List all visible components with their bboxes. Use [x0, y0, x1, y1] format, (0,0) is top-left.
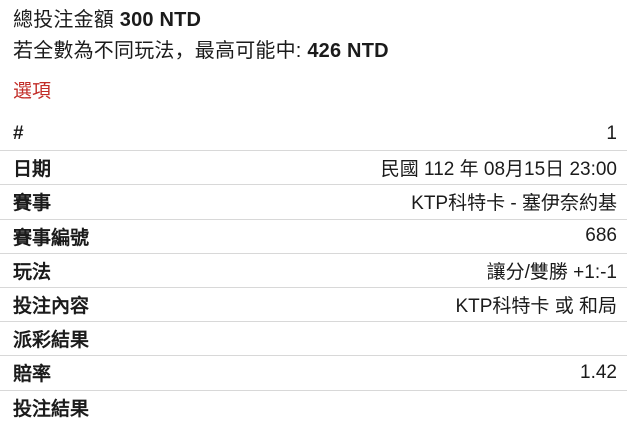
- options-section-title: 選項: [13, 81, 52, 102]
- row-play-type-value: 讓分/雙勝 +1:-1: [486, 261, 617, 283]
- total-bet-line: 總投注金額 300 NTD: [13, 9, 624, 31]
- row-odds-label: 賠率: [13, 364, 52, 386]
- row-bet-result-label: 投注結果: [13, 398, 90, 420]
- detail-row-odds: 賠率 1.42: [0, 356, 627, 391]
- bet-summary-header: 總投注金額 300 NTD 若全數為不同玩法，最高可能中: 426 NTD: [0, 0, 640, 62]
- max-win-label: 若全數為不同玩法，最高可能中:: [13, 40, 302, 62]
- detail-row-bet-result: 投注結果: [0, 391, 627, 424]
- row-date-label: 日期: [13, 159, 52, 181]
- total-bet-label: 總投注金額: [13, 9, 114, 31]
- row-match-value: KTP科特卡 - 塞伊奈約基: [411, 193, 617, 215]
- row-odds-value: 1.42: [580, 361, 617, 383]
- detail-row-payout-result: 派彩結果: [0, 322, 627, 357]
- row-match-label: 賽事: [13, 193, 52, 215]
- row-bet-content-value: KTP科特卡 或 和局: [455, 296, 617, 318]
- total-bet-value: 300 NTD: [119, 9, 202, 31]
- max-win-value: 426 NTD: [307, 40, 389, 62]
- row-match-id-value: 686: [585, 225, 617, 247]
- detail-row-play-type: 玩法 讓分/雙勝 +1:-1: [0, 254, 627, 288]
- row-play-type-label: 玩法: [13, 261, 52, 283]
- detail-row-number: # 1: [0, 117, 627, 152]
- detail-row-date: 日期 民國 112 年 08月15日 23:00: [0, 151, 627, 186]
- row-date-value: 民國 112 年 08月15日 23:00: [380, 159, 617, 181]
- row-match-id-label: 賽事編號: [13, 227, 90, 249]
- detail-row-bet-content: 投注內容 KTP科特卡 或 和局: [0, 288, 627, 323]
- bet-details-table: # 1 日期 民國 112 年 08月15日 23:00 賽事 KTP科特卡 -…: [0, 117, 627, 424]
- detail-row-match-id: 賽事編號 686: [0, 220, 627, 254]
- row-bet-content-label: 投注內容: [13, 296, 90, 318]
- max-win-line: 若全數為不同玩法，最高可能中: 426 NTD: [13, 40, 624, 62]
- row-number-label: #: [13, 122, 24, 144]
- row-number-value: 1: [606, 122, 617, 144]
- row-payout-result-label: 派彩結果: [13, 330, 90, 352]
- detail-row-match: 賽事 KTP科特卡 - 塞伊奈約基: [0, 185, 627, 220]
